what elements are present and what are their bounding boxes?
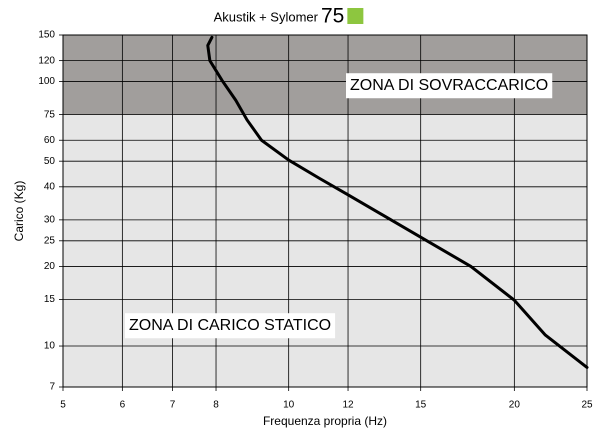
zone-label: ZONA DI CARICO STATICO bbox=[129, 317, 331, 334]
y-axis-label: Carico (Kg) bbox=[12, 181, 26, 242]
y-tick-label: 75 bbox=[44, 109, 56, 120]
y-tick-label: 60 bbox=[44, 135, 56, 146]
y-tick-label: 120 bbox=[38, 55, 55, 66]
y-tick-label: 100 bbox=[38, 76, 55, 87]
x-tick-label: 6 bbox=[120, 400, 126, 411]
x-tick-label: 12 bbox=[342, 400, 354, 411]
y-tick-label: 40 bbox=[44, 181, 56, 192]
y-tick-label: 50 bbox=[44, 156, 56, 167]
y-tick-label: 10 bbox=[44, 341, 56, 352]
chart-title-number: 75 bbox=[321, 5, 344, 28]
x-tick-label: 25 bbox=[581, 400, 593, 411]
zone-label: ZONA DI SOVRACCARICO bbox=[350, 77, 548, 94]
x-tick-label: 10 bbox=[283, 400, 295, 411]
x-axis-label: Frequenza propria (Hz) bbox=[263, 414, 387, 428]
curve bbox=[206, 35, 589, 369]
y-tick-label: 30 bbox=[44, 214, 56, 225]
zone bbox=[63, 114, 587, 388]
y-tick-label: 150 bbox=[38, 30, 55, 41]
zone-label-box bbox=[125, 313, 336, 339]
y-tick-label: 15 bbox=[44, 294, 56, 305]
chart-title: Akustik + Sylomer bbox=[214, 9, 319, 24]
y-tick-label: 25 bbox=[44, 235, 56, 246]
y-tick-label: 20 bbox=[44, 261, 56, 272]
x-tick-label: 8 bbox=[213, 400, 219, 411]
x-tick-label: 5 bbox=[60, 400, 66, 411]
zone-label-box bbox=[346, 73, 553, 99]
x-tick-label: 20 bbox=[509, 400, 521, 411]
plot-frame bbox=[62, 34, 588, 388]
y-tick-label: 7 bbox=[49, 382, 55, 393]
x-tick-label: 15 bbox=[415, 400, 427, 411]
title-badge bbox=[347, 8, 364, 24]
x-tick-label: 7 bbox=[170, 400, 176, 411]
